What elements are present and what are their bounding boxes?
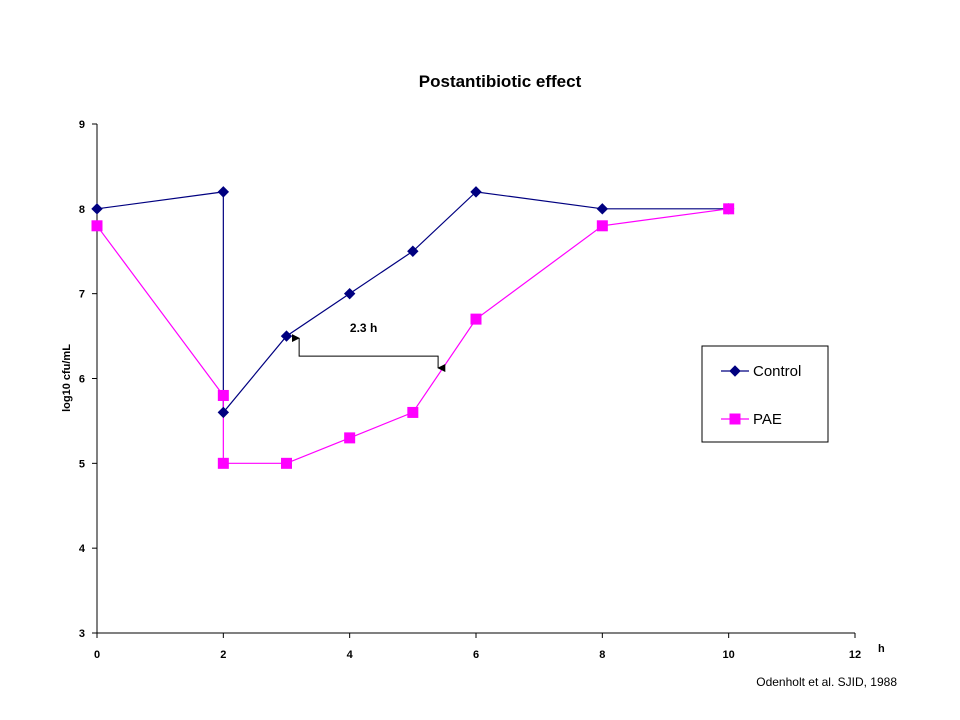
legend-label-control: Control [753, 363, 801, 380]
data-point-pae [91, 220, 103, 232]
chart-title: Postantibiotic effect [419, 72, 582, 91]
data-point-pae [723, 203, 735, 215]
annotation-arrow [291, 334, 446, 373]
x-tick-label: 8 [599, 649, 605, 661]
annotation: 2.3 h [291, 321, 446, 373]
y-tick-label: 4 [79, 543, 86, 555]
series-line-control [96, 191, 729, 415]
y-tick-label: 3 [79, 628, 85, 640]
data-point-pae [470, 313, 482, 325]
y-tick-label: 7 [79, 289, 85, 301]
legend: Control PAE [701, 345, 829, 443]
x-tick-label: 12 [849, 649, 861, 661]
x-tick-label: 2 [220, 649, 226, 661]
data-point-control [280, 330, 293, 342]
data-point-control [470, 186, 482, 198]
axes: 3 4 5 6 7 8 9 0 2 4 6 8 10 12 h log10 cfu/mL [61, 119, 885, 661]
x-axis-label: h [878, 643, 885, 655]
data-point-pae [407, 406, 419, 418]
y-axis-label: log10 cfu/mL [61, 344, 73, 412]
legend-label-pae: PAE [753, 411, 782, 428]
x-tick-label: 4 [347, 649, 354, 661]
data-point-pae [281, 457, 292, 469]
y-tick-label: 5 [79, 458, 85, 470]
x-tick-label: 10 [723, 649, 735, 661]
data-point-control [407, 245, 419, 257]
legend-marker-control [729, 365, 741, 377]
data-point-pae [344, 432, 356, 444]
data-point-control [343, 287, 356, 300]
data-point-control [596, 203, 609, 215]
data-point-control [91, 203, 103, 215]
annotation-label: 2.3 h [350, 321, 377, 335]
data-point-pae [596, 220, 608, 232]
source-note: Odenholt et al. SJID, 1988 [756, 675, 897, 689]
data-point-control [217, 406, 230, 419]
x-tick-label: 0 [94, 649, 100, 661]
series-lines [96, 191, 729, 464]
data-point-pae [217, 389, 229, 401]
data-point-pae [217, 457, 229, 469]
legend-box [701, 345, 829, 443]
data-point-control [217, 186, 230, 198]
x-tick-label: 6 [473, 649, 479, 661]
y-tick-label: 9 [79, 119, 85, 131]
legend-marker-pae [729, 413, 741, 425]
y-tick-label: 8 [79, 204, 85, 216]
y-tick-label: 6 [79, 374, 85, 386]
series-markers [91, 186, 735, 469]
